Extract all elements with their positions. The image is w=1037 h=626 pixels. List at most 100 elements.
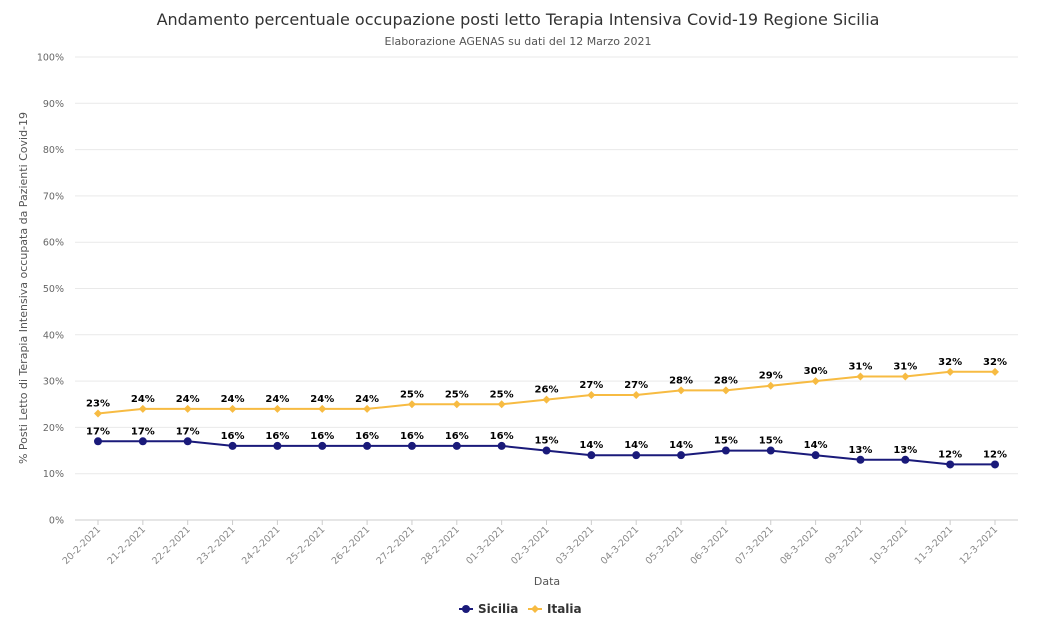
data-point xyxy=(901,455,910,464)
data-label: 24% xyxy=(355,394,379,405)
y-axis-label: % Posti Letto di Terapia Intensiva occup… xyxy=(17,112,30,464)
data-point xyxy=(946,460,955,469)
data-label: 24% xyxy=(221,394,245,405)
data-label: 13% xyxy=(848,445,872,456)
y-tick-label: 90% xyxy=(43,99,64,110)
data-point xyxy=(363,441,372,450)
data-label: 14% xyxy=(804,440,828,451)
data-point xyxy=(632,451,641,460)
data-point xyxy=(542,395,551,404)
x-tick-label: 03-3-2021 xyxy=(554,524,597,567)
data-point xyxy=(587,451,596,460)
data-label: 24% xyxy=(176,394,200,405)
series-sicilia: 17% 17% 17% 16% 16% 16% 16% 16% 16% 16% 15% 14% 14% 1… xyxy=(86,426,1007,469)
x-tick-label: 02-3-2021 xyxy=(509,524,552,567)
data-point xyxy=(363,404,372,413)
x-tick-label: 10-3-2021 xyxy=(868,524,911,567)
data-point xyxy=(497,441,506,450)
data-label: 14% xyxy=(669,440,693,451)
x-tick-label: 23-2-2021 xyxy=(195,524,238,567)
data-point xyxy=(407,441,416,450)
grid xyxy=(75,56,1018,521)
legend-marker xyxy=(462,605,470,613)
chart-subtitle: Elaborazione AGENAS su dati del 12 Marzo… xyxy=(385,35,652,48)
data-point xyxy=(138,404,147,413)
data-label: 26% xyxy=(535,385,559,396)
data-point xyxy=(94,437,102,446)
data-label: 16% xyxy=(355,431,379,442)
data-label: 25% xyxy=(400,389,424,400)
x-tick-label: 05-3-2021 xyxy=(644,524,687,567)
data-point xyxy=(407,400,416,409)
x-tick-label: 26-2-2021 xyxy=(330,524,373,567)
y-tick-label: 50% xyxy=(43,284,64,295)
y-tick-label: 20% xyxy=(43,423,64,434)
data-point xyxy=(183,404,192,413)
data-label: 31% xyxy=(893,361,917,372)
data-label: 32% xyxy=(983,357,1007,368)
data-point xyxy=(632,390,641,399)
data-label: 24% xyxy=(265,394,289,405)
x-tick-label: 24-2-2021 xyxy=(240,524,283,567)
legend-item-sicilia: Sicilia xyxy=(459,602,518,616)
data-point xyxy=(452,400,461,409)
data-label: 29% xyxy=(759,371,783,382)
data-label: 23% xyxy=(86,399,110,410)
data-point xyxy=(766,381,775,390)
data-point xyxy=(766,446,775,455)
data-label: 12% xyxy=(983,449,1007,460)
legend-label: Italia xyxy=(547,602,582,616)
series-italia: 23% 24% 24% 24% 24% 24% 24% 25% 25% 25% 26% 27% 27% 2… xyxy=(86,357,1007,418)
legend: Sicilia Italia xyxy=(459,602,582,616)
data-point xyxy=(677,451,686,460)
data-point xyxy=(138,437,147,446)
data-label: 27% xyxy=(579,380,603,391)
data-point xyxy=(497,400,506,409)
data-label: 17% xyxy=(176,426,200,437)
y-tick-label: 40% xyxy=(43,330,64,341)
x-tick-label: 28-2-2021 xyxy=(419,524,462,567)
data-label: 15% xyxy=(714,436,738,447)
data-label: 28% xyxy=(714,375,738,386)
legend-item-italia: Italia xyxy=(528,602,582,616)
y-tick-label: 30% xyxy=(43,377,64,388)
x-tick-label: 08-3-2021 xyxy=(778,524,821,567)
data-label: 16% xyxy=(310,431,334,442)
y-tick-label: 10% xyxy=(43,469,64,480)
data-point xyxy=(991,367,999,376)
data-point xyxy=(452,441,461,450)
data-label: 17% xyxy=(131,426,155,437)
data-label: 28% xyxy=(669,375,693,386)
x-tick-label: 04-3-2021 xyxy=(599,524,642,567)
data-point xyxy=(183,437,192,446)
data-label: 17% xyxy=(86,426,110,437)
data-point xyxy=(228,404,237,413)
y-tick-label: 70% xyxy=(43,191,64,202)
data-label: 14% xyxy=(579,440,603,451)
data-point xyxy=(901,372,910,381)
data-label: 25% xyxy=(490,389,514,400)
data-point xyxy=(228,441,237,450)
data-point xyxy=(946,367,955,376)
data-label: 25% xyxy=(445,389,469,400)
data-point xyxy=(721,446,730,455)
data-label: 32% xyxy=(938,357,962,368)
data-point xyxy=(273,404,282,413)
data-label: 16% xyxy=(490,431,514,442)
legend-marker xyxy=(531,605,539,613)
data-point xyxy=(991,460,999,469)
data-point xyxy=(542,446,551,455)
data-point xyxy=(273,441,282,450)
legend-label: Sicilia xyxy=(478,602,518,616)
y-tick-label: 80% xyxy=(43,145,64,156)
y-tick-label: 60% xyxy=(43,238,64,249)
x-tick-label: 12-3-2021 xyxy=(958,524,1001,567)
data-label: 12% xyxy=(938,449,962,460)
data-point xyxy=(318,441,327,450)
data-point xyxy=(318,404,327,413)
x-tick-label: 27-2-2021 xyxy=(375,524,418,567)
data-label: 16% xyxy=(400,431,424,442)
data-label: 16% xyxy=(445,431,469,442)
chart-title: Andamento percentuale occupazione posti … xyxy=(157,10,880,29)
